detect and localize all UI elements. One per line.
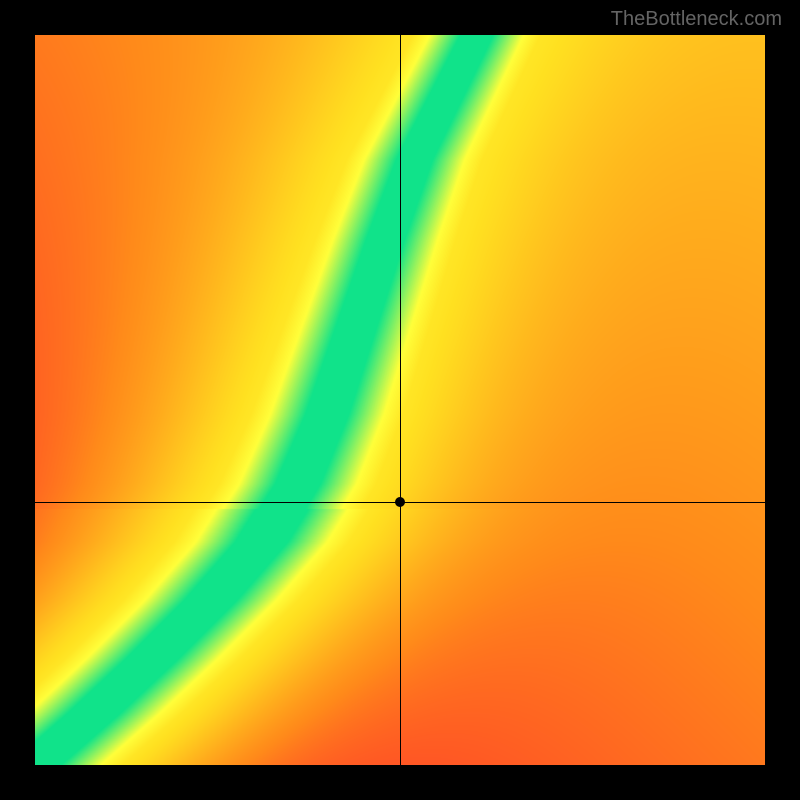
- heatmap-plot: [35, 35, 765, 765]
- crosshair-marker: [395, 497, 405, 507]
- watermark: TheBottleneck.com: [611, 8, 782, 31]
- crosshair-vertical: [400, 35, 401, 765]
